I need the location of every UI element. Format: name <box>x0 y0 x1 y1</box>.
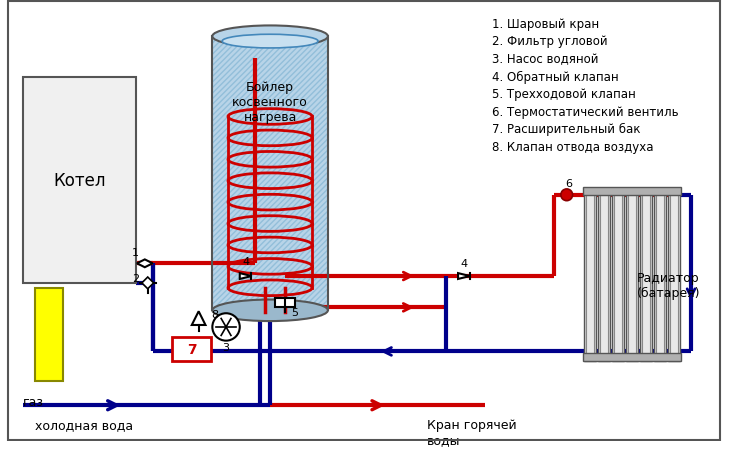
Bar <box>671 195 679 357</box>
Text: газ: газ <box>23 396 43 409</box>
Bar <box>614 195 622 357</box>
Text: 6: 6 <box>565 179 572 189</box>
Bar <box>628 195 636 357</box>
Bar <box>212 37 328 311</box>
Polygon shape <box>240 273 252 279</box>
Text: 5: 5 <box>291 308 299 318</box>
Circle shape <box>212 313 240 341</box>
Text: 4: 4 <box>460 259 468 269</box>
Text: 4: 4 <box>242 257 249 267</box>
Ellipse shape <box>212 300 328 322</box>
Polygon shape <box>142 277 154 289</box>
Polygon shape <box>192 312 206 325</box>
Text: 2. Фильтр угловой: 2. Фильтр угловой <box>493 35 608 48</box>
Text: 3. Насос водяной: 3. Насос водяной <box>493 53 599 66</box>
Polygon shape <box>137 260 153 267</box>
Text: Бойлер
косвенного
нагрева: Бойлер косвенного нагрева <box>232 81 308 124</box>
Polygon shape <box>458 273 470 279</box>
Bar <box>275 298 294 308</box>
Bar <box>600 195 608 357</box>
Bar <box>584 190 597 361</box>
Text: 3: 3 <box>223 342 230 352</box>
Text: 7: 7 <box>187 342 197 356</box>
Text: 1. Шаровый кран: 1. Шаровый кран <box>493 18 600 31</box>
Text: 2: 2 <box>132 273 139 283</box>
Bar <box>627 190 638 361</box>
Bar <box>654 190 666 361</box>
Bar <box>172 337 212 361</box>
Text: Кран горячей
воды: Кран горячей воды <box>427 418 516 446</box>
Text: 6. Термостатический вентиль: 6. Термостатический вентиль <box>493 106 679 119</box>
Text: Радиатор
(батарея): Радиатор (батарея) <box>637 272 701 300</box>
Bar <box>23 78 136 283</box>
Bar <box>583 188 681 195</box>
Bar <box>598 190 610 361</box>
Bar <box>668 190 680 361</box>
Text: Котел: Котел <box>53 172 106 190</box>
Bar <box>212 37 328 311</box>
Bar <box>612 190 624 361</box>
Bar <box>656 195 665 357</box>
Text: холодная вода: холодная вода <box>35 418 133 431</box>
Text: 5. Трехходовой клапан: 5. Трехходовой клапан <box>493 88 636 101</box>
Bar <box>642 195 650 357</box>
Text: 8: 8 <box>212 309 218 319</box>
Bar <box>35 288 62 381</box>
Text: 1: 1 <box>132 247 139 257</box>
Text: 4. Обратный клапан: 4. Обратный клапан <box>493 70 619 83</box>
Bar <box>640 190 652 361</box>
Bar <box>212 37 328 311</box>
Circle shape <box>561 189 572 201</box>
Ellipse shape <box>222 35 318 49</box>
Text: 7. Расширительный бак: 7. Расширительный бак <box>493 123 640 136</box>
Ellipse shape <box>212 26 328 48</box>
Bar <box>586 195 594 357</box>
Text: 8. Клапан отвода воздуха: 8. Клапан отвода воздуха <box>493 141 654 154</box>
Bar <box>583 354 681 361</box>
